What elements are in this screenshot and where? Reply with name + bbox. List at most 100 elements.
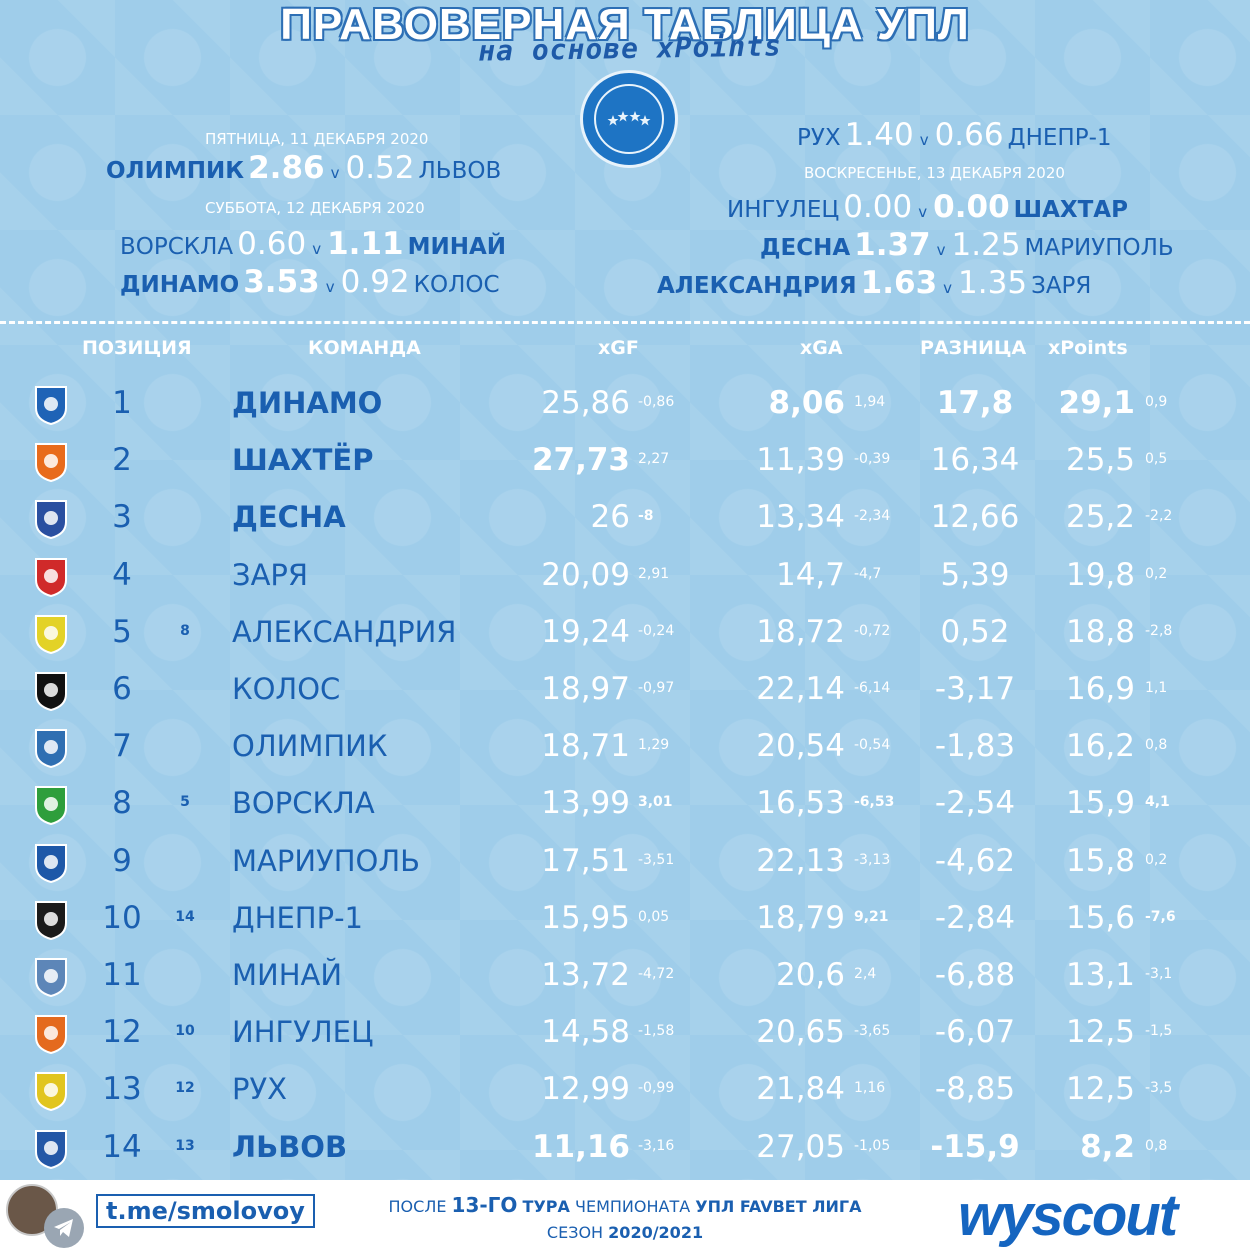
away-team: МАРИУПОЛЬ <box>1024 235 1174 261</box>
lviv-crest-icon <box>32 1127 70 1171</box>
row-xpoints: 18,8 <box>1065 613 1135 650</box>
favbet-liga-logo <box>580 70 678 168</box>
table-row: 6 КОЛОС 18,97 -0,97 22,14 -6,14 -3,17 16,9 1,1 <box>0 663 1250 720</box>
row-xga-delta: -3,13 <box>854 851 891 868</box>
header-position: ПОЗИЦИЯ <box>82 337 192 359</box>
row-xgf: 17,51 <box>541 842 630 879</box>
row-difference: 0,52 <box>940 613 1010 650</box>
row-xga: 20,65 <box>756 1014 845 1051</box>
row-xpoints: 15,9 <box>1065 785 1135 822</box>
fixture-date: ПЯТНИЦА, 11 ДЕКАБРЯ 2020 <box>205 130 429 148</box>
footer-caption-line2: СЕЗОН 2020/2021 <box>340 1220 910 1246</box>
row-xgf-delta: -0,99 <box>638 1080 675 1097</box>
row-team-name: АЛЕКСАНДРИЯ <box>232 614 457 649</box>
row-position: 10 <box>102 899 142 936</box>
row-difference: -1,83 <box>934 728 1016 765</box>
row-position: 8 <box>112 785 132 822</box>
row-xpoints: 15,8 <box>1065 842 1135 879</box>
row-xgf: 26 <box>590 499 630 536</box>
versus: v <box>330 164 340 182</box>
away-team: КОЛОС <box>413 272 500 298</box>
row-xga: 22,13 <box>756 842 845 879</box>
row-xga-delta: -0,54 <box>854 737 891 754</box>
row-xpoints: 15,6 <box>1065 899 1135 936</box>
footer-caption-line1: ПОСЛЕ 13-ГО ТУРА ЧЕМПИОНАТА УПЛ FAVBET Л… <box>340 1192 910 1220</box>
header-difference: РАЗНИЦА <box>920 337 1027 359</box>
row-previous-position: 12 <box>175 1080 195 1097</box>
fixture-vorskla-mynai: ВОРСКЛА 0.60 v 1.11 МИНАЙ <box>120 226 506 262</box>
row-xgf-delta: -0,97 <box>638 680 675 696</box>
header-xgf: xGF <box>598 337 639 359</box>
row-difference: 17,8 <box>936 385 1014 421</box>
row-xga-delta: 1,16 <box>854 1080 886 1097</box>
table-row: 10 14 ДНЕПР-1 15,95 0,05 18,79 9,21 -2,84 15,6 -7… <box>0 892 1250 949</box>
row-xgf: 12,99 <box>541 1071 630 1108</box>
row-xgf-delta: -1,58 <box>638 1023 675 1040</box>
olimpik-crest-icon <box>32 726 70 770</box>
row-xgf: 13,99 <box>541 785 630 822</box>
row-xpoints-delta: 0,9 <box>1145 394 1168 410</box>
fixture-inhulets-shakhtar: ИНГУЛЕЦ 0.00 v 0.00 ШАХТАР <box>727 189 1128 225</box>
away-xg: 0.66 <box>934 117 1004 153</box>
background-pattern <box>0 0 1250 1180</box>
row-position: 7 <box>112 728 132 765</box>
row-team-name: МАРИУПОЛЬ <box>232 843 421 878</box>
header-team: КОМАНДА <box>308 337 421 359</box>
row-xpoints-delta: -1,5 <box>1145 1023 1173 1040</box>
table-row: 11 МИНАЙ 13,72 -4,72 20,6 2,4 -6,88 13,1 -3,1 <box>0 949 1250 1006</box>
row-xgf-delta: -0,86 <box>638 394 675 410</box>
row-xga: 27,05 <box>756 1128 845 1165</box>
row-xga: 18,72 <box>756 613 845 650</box>
wyscout-logo: wyscout <box>958 1183 1178 1248</box>
row-position: 1 <box>112 385 132 421</box>
row-xpoints-delta: -7,6 <box>1145 908 1176 925</box>
row-previous-position: 5 <box>180 794 190 811</box>
row-xgf-delta: 1,29 <box>638 737 670 754</box>
favbet-liga-logo-ring <box>594 84 664 154</box>
caption-season-label: СЕЗОН <box>546 1223 604 1242</box>
row-xga: 21,84 <box>756 1071 845 1108</box>
row-xgf-delta: 0,05 <box>638 908 670 925</box>
table-row: 14 13 ЛЬВОВ 11,16 -3,16 27,05 -1,05 -15,9 8,2 0,8 <box>0 1121 1250 1178</box>
fixture-date: ВОСКРЕСЕНЬЕ, 13 ДЕКАБРЯ 2020 <box>804 164 1065 182</box>
table-row: 9 МАРИУПОЛЬ 17,51 -3,51 22,13 -3,13 -4,62 15,8 0… <box>0 835 1250 892</box>
away-xg: 0.92 <box>340 264 410 300</box>
header-xpoints: xPoints <box>1048 337 1128 359</box>
row-xgf-delta: 2,27 <box>638 451 670 468</box>
page-title: ПРАВОВЕРНАЯ ТАБЛИЦА УПЛ <box>280 0 970 49</box>
row-xpoints-delta: 0,2 <box>1145 565 1168 582</box>
row-previous-position: 8 <box>180 622 190 639</box>
away-team: ШАХТАР <box>1013 197 1128 223</box>
row-position: 2 <box>112 442 132 479</box>
row-xgf-delta: -3,51 <box>638 851 675 868</box>
row-team-name: ОЛИМПИК <box>232 729 388 764</box>
row-xpoints-delta: -2,8 <box>1145 622 1173 639</box>
row-difference: -2,54 <box>934 785 1016 822</box>
row-xga-delta: 1,94 <box>854 394 886 410</box>
caption-round: 13-ГО <box>451 1193 518 1217</box>
table-row: 12 10 ИНГУЛЕЦ 14,58 -1,58 20,65 -3,65 -6,07 12,5… <box>0 1006 1250 1063</box>
telegram-icon <box>44 1208 84 1248</box>
away-xg: 1.25 <box>951 227 1021 263</box>
caption-after: ПОСЛЕ <box>388 1197 447 1216</box>
table-row: 5 8 АЛЕКСАНДРИЯ 19,24 -0,24 18,72 -0,72 0,52 18,… <box>0 606 1250 663</box>
inhulets-crest-icon <box>32 1012 70 1056</box>
home-xg: 3.53 <box>243 264 320 300</box>
row-position: 5 <box>112 613 132 650</box>
row-xga: 18,79 <box>756 899 845 936</box>
telegram-link[interactable]: t.me/smolovoy <box>96 1194 315 1228</box>
row-xgf: 15,95 <box>541 899 630 936</box>
row-xpoints: 19,8 <box>1065 556 1135 593</box>
row-xpoints-delta: 4,1 <box>1145 794 1170 811</box>
oleksandriya-crest-icon <box>32 612 70 656</box>
home-xg: 0.60 <box>237 226 307 262</box>
row-xpoints-delta: 0,8 <box>1145 1137 1168 1154</box>
row-team-name: ЗАРЯ <box>232 557 309 592</box>
table-row: 2 ШАХТЁР 27,73 2,27 11,39 -0,39 16,34 25,5 0,5 <box>0 434 1250 491</box>
row-position: 6 <box>112 671 132 707</box>
row-team-name: ДНЕПР-1 <box>232 900 363 935</box>
row-xgf: 18,71 <box>541 728 630 765</box>
home-xg: 1.40 <box>844 117 914 153</box>
row-team-name: РУХ <box>232 1072 288 1107</box>
row-xga-delta: -2,34 <box>854 508 891 525</box>
